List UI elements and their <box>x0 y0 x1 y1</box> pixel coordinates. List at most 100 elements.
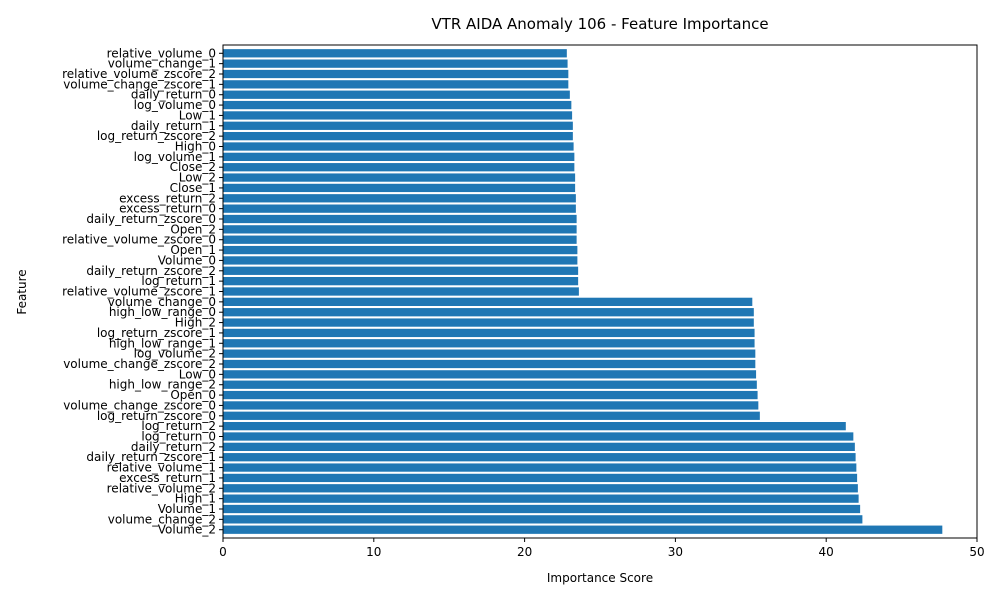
y-tick-label: Close_1 <box>170 181 216 195</box>
bar-log_return_zscore_0 <box>223 411 760 420</box>
bar-daily_return_zscore_1 <box>223 453 856 462</box>
y-tick-label: log_volume_1 <box>134 150 216 164</box>
y-tick-label: volume_change_zscore_0 <box>63 398 216 412</box>
bar-High_2 <box>223 318 754 327</box>
y-axis-label: Feature <box>15 269 29 314</box>
bar-High_1 <box>223 494 859 503</box>
y-tick-label: Open_2 <box>170 222 216 236</box>
bar-daily_return_2 <box>223 442 855 451</box>
bar-daily_return_0 <box>223 90 570 99</box>
bar-Open_2 <box>223 225 577 234</box>
y-tick-label: relative_volume_1 <box>107 461 216 475</box>
bar-log_return_0 <box>223 432 854 441</box>
y-tick-label: relative_volume_2 <box>107 481 216 495</box>
y-tick-label: volume_change_1 <box>108 57 216 71</box>
bar-Low_2 <box>223 173 576 182</box>
bar-daily_return_1 <box>223 121 573 130</box>
bar-relative_volume_1 <box>223 463 857 472</box>
bar-Low_1 <box>223 111 573 120</box>
y-tick-label: High_2 <box>175 316 216 330</box>
y-tick-label: daily_return_zscore_2 <box>86 264 216 278</box>
y-tick-label: Low_1 <box>179 108 216 122</box>
y-tick-label: relative_volume_zscore_0 <box>62 233 216 247</box>
y-tick-label: Low_0 <box>179 367 216 381</box>
y-tick-label: high_low_range_1 <box>109 336 216 350</box>
y-tick-label: volume_change_0 <box>108 295 216 309</box>
bar-relative_volume_zscore_2 <box>223 69 569 79</box>
bar-Volume_0 <box>223 256 578 265</box>
y-tick-label: Volume_0 <box>158 253 216 267</box>
y-tick-label: daily_return_0 <box>131 88 216 102</box>
x-axis-label: Importance Score <box>547 571 653 585</box>
bar-relative_volume_zscore_0 <box>223 235 577 244</box>
bar-log_return_2 <box>223 422 846 431</box>
bar-log_return_zscore_1 <box>223 328 755 338</box>
x-tick-label: 40 <box>819 545 834 559</box>
y-tick-label: Open_0 <box>170 388 216 402</box>
bar-Open_1 <box>223 245 578 255</box>
y-tick-label: excess_return_2 <box>119 191 216 205</box>
y-tick-label: log_volume_2 <box>134 347 216 361</box>
y-tick-label: log_return_1 <box>141 274 216 288</box>
x-tick-label: 30 <box>668 545 683 559</box>
bar-Open_0 <box>223 390 758 400</box>
bar-relative_volume_zscore_1 <box>223 287 579 296</box>
y-tick-label: Volume_1 <box>158 502 216 516</box>
x-tick-label: 10 <box>366 545 381 559</box>
y-tick-label: High_0 <box>175 140 216 154</box>
y-tick-label: high_low_range_0 <box>109 305 216 319</box>
y-tick-label: Volume_2 <box>158 523 216 537</box>
bar-log_volume_1 <box>223 152 575 161</box>
bar-log_volume_0 <box>223 100 572 110</box>
bar-volume_change_2 <box>223 515 863 524</box>
bar-high_low_range_1 <box>223 339 755 348</box>
bar-excess_return_0 <box>223 204 576 213</box>
bar-excess_return_2 <box>223 194 576 203</box>
bar-volume_change_zscore_0 <box>223 401 759 410</box>
bars-group <box>223 49 943 534</box>
y-tick-label: volume_change_2 <box>108 512 216 526</box>
bar-volume_change_0 <box>223 297 753 306</box>
bar-volume_change_zscore_2 <box>223 359 756 369</box>
y-tick-label: excess_return_1 <box>119 471 216 485</box>
y-tick-label: Close_2 <box>170 160 216 174</box>
y-tick-label: volume_change_zscore_2 <box>63 357 216 371</box>
bar-High_0 <box>223 142 574 151</box>
y-tick-label: daily_return_1 <box>131 119 216 133</box>
bar-volume_change_1 <box>223 59 568 68</box>
bar-relative_volume_2 <box>223 484 858 493</box>
bar-Low_0 <box>223 370 757 379</box>
bar-log_return_zscore_2 <box>223 132 573 141</box>
bar-Close_2 <box>223 163 575 172</box>
chart-title: VTR AIDA Anomaly 106 - Feature Importanc… <box>431 15 768 33</box>
y-tick-label: Open_1 <box>170 243 216 257</box>
y-tick-label: High_1 <box>175 492 216 506</box>
y-tick-label: volume_change_zscore_1 <box>63 77 216 91</box>
bar-volume_change_zscore_1 <box>223 80 569 89</box>
x-tick-label: 0 <box>219 545 227 559</box>
y-tick-label: log_return_0 <box>141 430 216 444</box>
y-tick-label: relative_volume_0 <box>107 46 216 60</box>
bar-daily_return_zscore_0 <box>223 214 577 224</box>
y-tick-label: log_volume_0 <box>134 98 216 112</box>
y-tick-label: relative_volume_zscore_2 <box>62 67 216 81</box>
y-tick-label: log_return_zscore_0 <box>97 409 216 423</box>
y-tick-label: relative_volume_zscore_1 <box>62 285 216 299</box>
bar-excess_return_1 <box>223 473 858 483</box>
plot-frame <box>222 44 978 539</box>
y-tick-label: daily_return_zscore_0 <box>86 212 216 226</box>
bar-Close_1 <box>223 183 576 193</box>
bar-log_volume_2 <box>223 349 756 358</box>
y-tick-label: daily_return_2 <box>131 440 216 454</box>
y-tick-label: high_low_range_2 <box>109 378 216 392</box>
x-tick-label: 20 <box>517 545 532 559</box>
bar-Volume_2 <box>223 525 943 534</box>
bar-Volume_1 <box>223 504 861 514</box>
bar-high_low_range_0 <box>223 308 754 317</box>
x-ticks-group: 0 10 20 30 40 50 <box>219 538 985 559</box>
x-tick-label: 50 <box>969 545 984 559</box>
y-ticks-group: relative_volume_0volume_change_1relative… <box>62 46 223 537</box>
bar-daily_return_zscore_2 <box>223 266 579 275</box>
bar-log_return_1 <box>223 277 579 286</box>
